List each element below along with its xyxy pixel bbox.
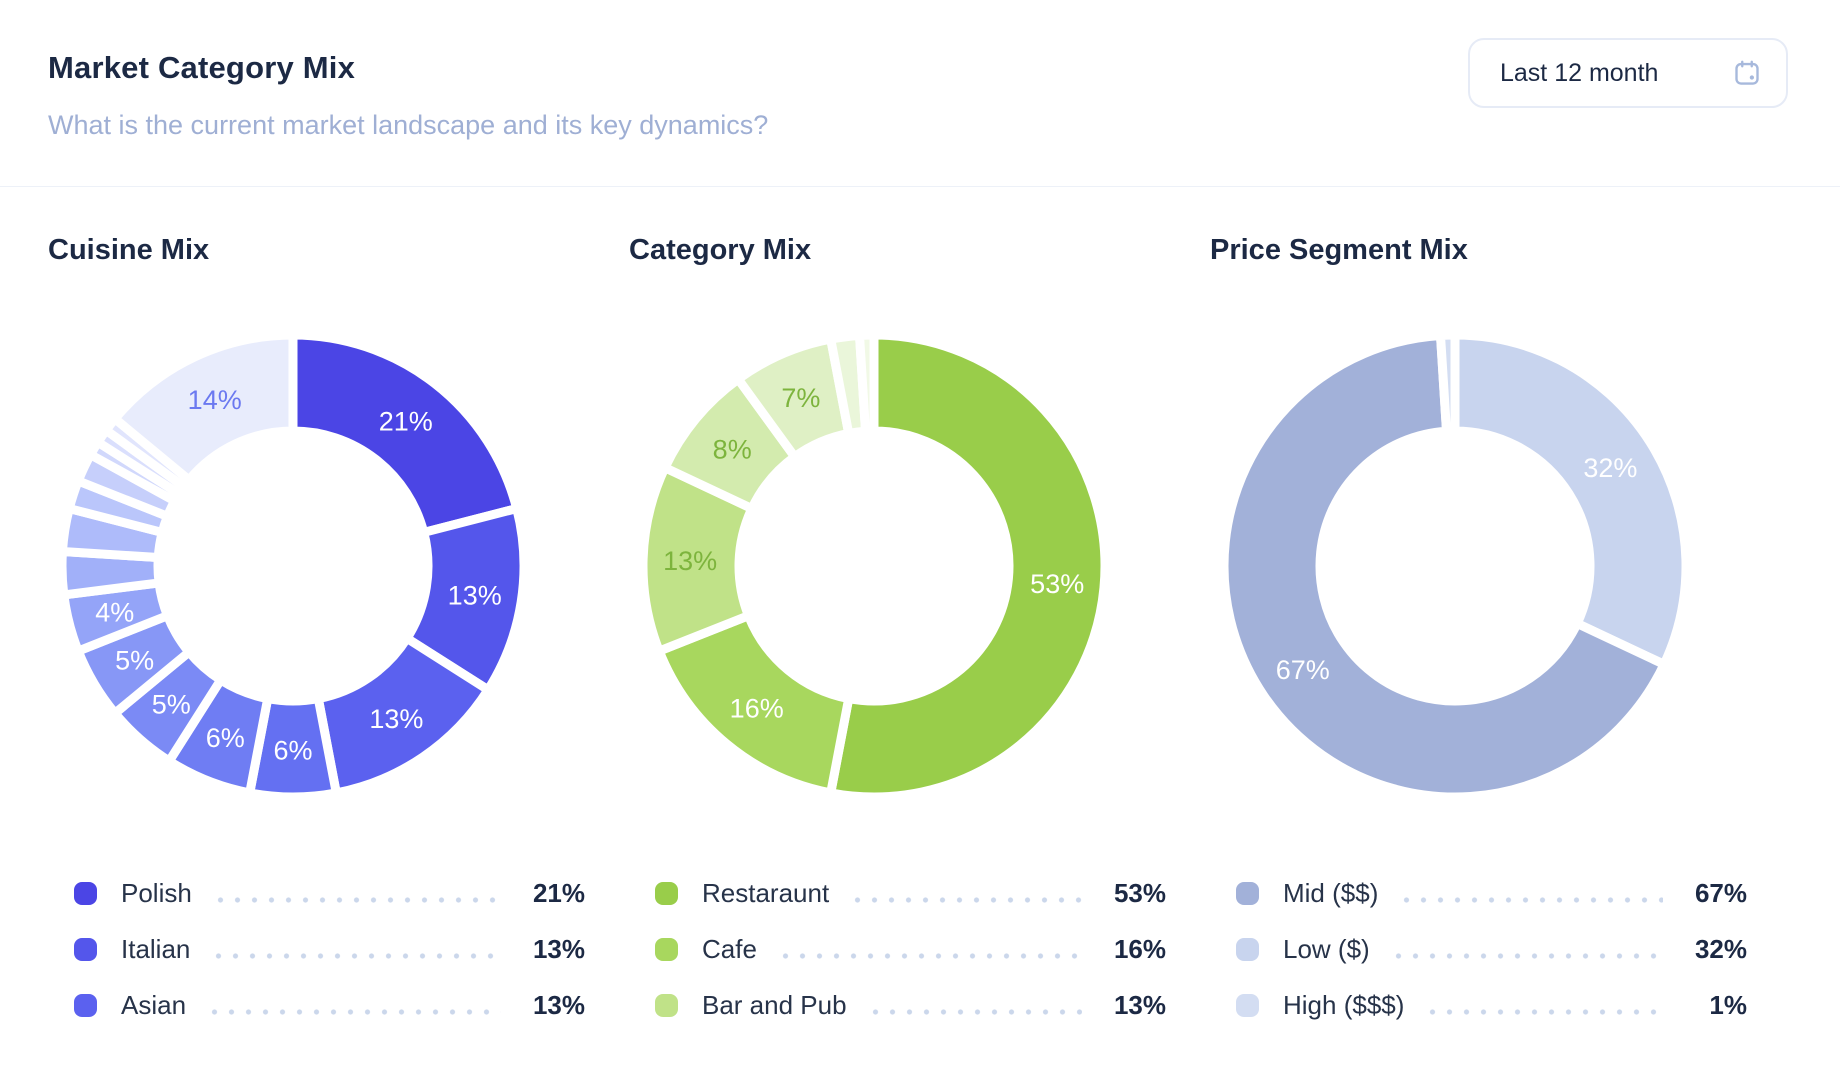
page-subtitle: What is the current market landscape and…: [48, 110, 769, 140]
slice-label: 7%: [781, 383, 820, 413]
legend-dotted-leader: [1424, 1009, 1663, 1015]
chart-title-price-segment-mix: Price Segment Mix: [1210, 234, 1468, 266]
legend-item-restaraunt[interactable]: Restaraunt 53%: [655, 865, 1166, 921]
legend-swatch: [655, 937, 678, 961]
legend-label: Bar and Pub: [702, 989, 847, 1020]
legend-dotted-leader: [206, 1009, 501, 1015]
header-divider: [0, 186, 1840, 187]
legend-swatch: [655, 881, 678, 905]
legend-dotted-leader: [211, 897, 501, 903]
slice-label: 13%: [369, 704, 423, 734]
donut-chart-category-mix: 53% 16% 13% 8% 7%: [639, 331, 1109, 801]
chart-title-cuisine-mix: Cuisine Mix: [48, 234, 210, 266]
legend-value: 13%: [532, 989, 585, 1020]
legend-value: 16%: [1113, 933, 1166, 964]
legend-swatch: [74, 993, 97, 1017]
legend-item-mid[interactable]: Mid ($$) 67%: [1236, 865, 1747, 921]
slice-label: 8%: [713, 434, 752, 464]
donut-chart-price-segment-mix: 32% 67%: [1220, 331, 1690, 801]
legend-item-low[interactable]: Low ($) 32%: [1236, 921, 1747, 977]
legend-label: Restaraunt: [702, 877, 830, 908]
legend-dotted-leader: [866, 1009, 1082, 1015]
slice-label: 13%: [663, 546, 717, 576]
legend-value: 53%: [1113, 877, 1166, 908]
legend-value: 13%: [1113, 989, 1166, 1020]
legend-swatch: [74, 881, 97, 905]
period-selector-label: Last 12 month: [1500, 58, 1659, 87]
donut-slice[interactable]: [110, 331, 298, 485]
donut-slice[interactable]: [826, 331, 1109, 801]
legend-value: 1%: [1709, 989, 1747, 1020]
legend-swatch: [1236, 993, 1259, 1017]
chart-category-mix: Category Mix 53% 16% 13% 8% 7% Restaraunt 53%…: [629, 187, 1210, 1033]
legend-swatch: [1236, 881, 1259, 905]
slice-label: 53%: [1030, 569, 1084, 599]
legend-label: Cafe: [702, 933, 757, 964]
legend-cuisine-mix: Polish 21% Italian 13% Asian 13%: [48, 865, 629, 1033]
donut-slice[interactable]: [1450, 331, 1690, 669]
legend-item-high[interactable]: High ($$$) 1%: [1236, 977, 1747, 1033]
page-header: Market Category Mix What is the current …: [0, 0, 1840, 142]
legend-value: 21%: [532, 877, 585, 908]
donut-slice[interactable]: [288, 331, 522, 537]
legend-item-italian[interactable]: Italian 13%: [74, 921, 585, 977]
slice-label: 6%: [273, 736, 312, 766]
slice-label: 14%: [188, 385, 242, 415]
legend-label: High ($$$): [1283, 989, 1405, 1020]
slice-label: 32%: [1583, 453, 1637, 483]
slice-label: 4%: [95, 598, 134, 628]
legend-label: Mid ($$): [1283, 877, 1379, 908]
legend-category-mix: Restaraunt 53% Cafe 16% Bar and Pub 13%: [629, 865, 1210, 1033]
slice-label: 13%: [448, 581, 502, 611]
legend-swatch: [1236, 937, 1259, 961]
slice-label: 5%: [152, 690, 191, 720]
charts-row: Cuisine Mix 21% 13% 13% 6% 6% 5% 5% 4% 14% Polis…: [0, 187, 1840, 1033]
legend-item-bar-and-pub[interactable]: Bar and Pub 13%: [655, 977, 1166, 1033]
slice-label: 5%: [115, 645, 154, 675]
calendar-icon: [1732, 58, 1762, 88]
legend-item-cafe[interactable]: Cafe 16%: [655, 921, 1166, 977]
legend-swatch: [655, 993, 678, 1017]
donut-chart-cuisine-mix: 21% 13% 13% 6% 6% 5% 5% 4% 14%: [58, 331, 528, 801]
legend-dotted-leader: [776, 953, 1082, 959]
legend-label: Polish: [121, 877, 192, 908]
donut-slice[interactable]: [1220, 331, 1669, 801]
legend-value: 13%: [532, 933, 585, 964]
slice-label: 16%: [730, 694, 784, 724]
legend-label: Low ($): [1283, 933, 1370, 964]
legend-value: 32%: [1694, 933, 1747, 964]
legend-dotted-leader: [849, 897, 1082, 903]
period-selector-button[interactable]: Last 12 month: [1468, 38, 1788, 108]
slice-label: 6%: [206, 723, 245, 753]
legend-dotted-leader: [1398, 897, 1663, 903]
slice-label: 21%: [379, 406, 433, 436]
legend-label: Italian: [121, 933, 191, 964]
legend-label: Asian: [121, 989, 187, 1020]
donut-slice[interactable]: [1436, 331, 1460, 436]
legend-dotted-leader: [1389, 953, 1663, 959]
slice-label: 67%: [1276, 655, 1330, 685]
chart-cuisine-mix: Cuisine Mix 21% 13% 13% 6% 6% 5% 5% 4% 14% Polis…: [48, 187, 629, 1033]
legend-dotted-leader: [210, 953, 501, 959]
chart-title-category-mix: Category Mix: [629, 234, 812, 266]
legend-price-segment-mix: Mid ($$) 67% Low ($) 32% High ($$$) 1%: [1210, 865, 1791, 1033]
legend-swatch: [74, 937, 97, 961]
legend-item-polish[interactable]: Polish 21%: [74, 865, 585, 921]
legend-value: 67%: [1694, 877, 1747, 908]
donut-slice[interactable]: [855, 331, 879, 436]
chart-price-segment-mix: Price Segment Mix 32% 67% Mid ($$) 67% Low …: [1210, 187, 1791, 1033]
legend-item-asian[interactable]: Asian 13%: [74, 977, 585, 1033]
page-title: Market Category Mix: [48, 50, 356, 85]
